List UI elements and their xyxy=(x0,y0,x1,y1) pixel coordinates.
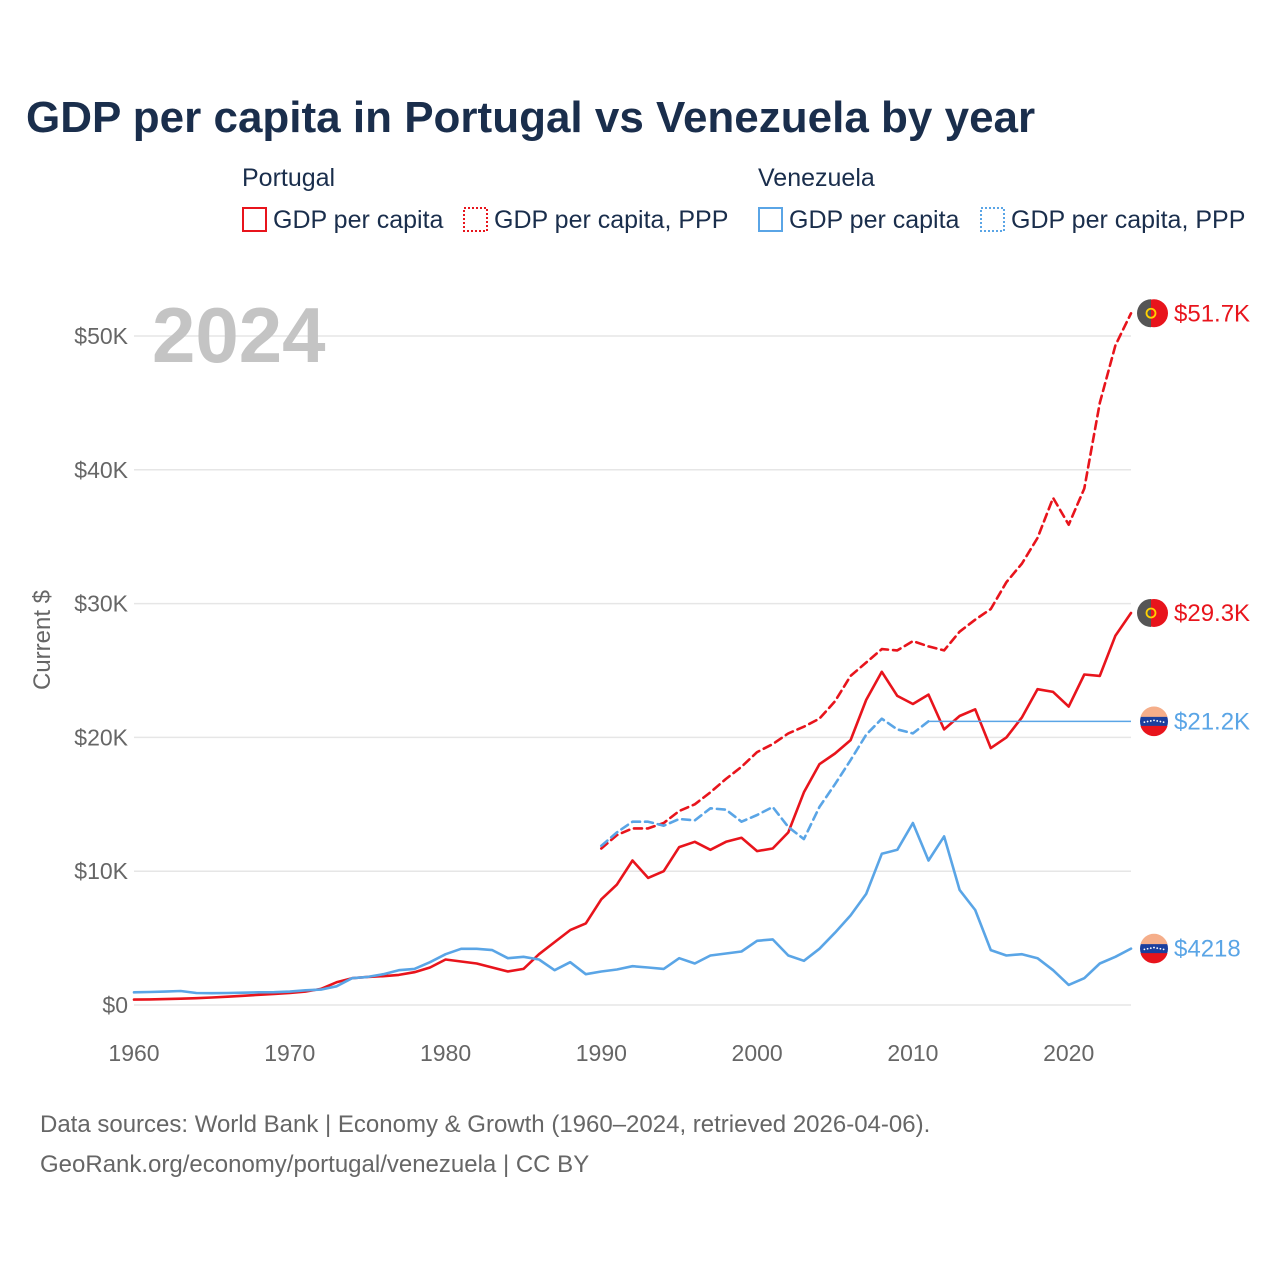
series-line-3[interactable] xyxy=(599,717,930,848)
portugal-flag-icon-green xyxy=(1137,598,1151,627)
legend-swatch-venezuela-ppp[interactable] xyxy=(980,207,1005,232)
end-markers: $29.3K $51.7K $4218 $21.2K xyxy=(1137,299,1250,964)
legend: Portugal GDP per capita GDP per capita, … xyxy=(242,164,1245,234)
x-tick-label: 1990 xyxy=(576,1040,627,1066)
y-axis: $0 $10K $20K $30K $40K $50K xyxy=(74,323,128,1018)
x-tick-label: 1970 xyxy=(264,1040,315,1066)
footer-sources: Data sources: World Bank | Economy & Gro… xyxy=(40,1111,930,1138)
chart-title: GDP per capita in Portugal vs Venezuela … xyxy=(26,93,1035,142)
series-line-0[interactable] xyxy=(132,611,1133,1001)
y-tick-label: $10K xyxy=(74,858,128,884)
y-axis-title: Current $ xyxy=(29,590,56,690)
legend-swatch-portugal-ppp[interactable] xyxy=(463,207,488,232)
grid-lines xyxy=(134,335,1131,1006)
legend-group-portugal: Portugal xyxy=(242,164,335,192)
series-line-1[interactable] xyxy=(599,311,1133,850)
venezuela-flag-star xyxy=(1146,720,1149,723)
venezuela-flag-star xyxy=(1159,720,1162,723)
venezuela-flag-star xyxy=(1149,947,1152,950)
venezuela-flag-star xyxy=(1146,947,1149,950)
venezuela-flag-icon-red xyxy=(1140,725,1168,737)
end-value-label: $4218 xyxy=(1174,936,1241,963)
y-tick-label: $50K xyxy=(74,323,128,349)
x-tick-label: 1960 xyxy=(108,1040,159,1066)
venezuela-flag-star xyxy=(1143,721,1146,724)
end-value-label: $29.3K xyxy=(1174,600,1250,627)
venezuela-flag-star xyxy=(1156,947,1159,950)
legend-swatch-venezuela-gdp[interactable] xyxy=(758,207,783,232)
series-line-2[interactable] xyxy=(132,821,1133,995)
portugal-flag-icon-sphere xyxy=(1145,307,1157,319)
x-tick-label: 2020 xyxy=(1043,1040,1094,1066)
venezuela-flag-star xyxy=(1149,720,1152,722)
legend-label-venezuela-ppp[interactable]: GDP per capita, PPP xyxy=(1011,206,1245,234)
y-tick-label: $40K xyxy=(74,457,128,483)
venezuela-flag-star xyxy=(1143,948,1146,951)
legend-label-venezuela-gdp[interactable]: GDP per capita xyxy=(789,206,960,234)
x-tick-label: 1980 xyxy=(420,1040,471,1066)
venezuela-flag-star xyxy=(1153,719,1155,722)
legend-label-portugal-ppp[interactable]: GDP per capita, PPP xyxy=(494,206,728,234)
legend-label-portugal-gdp[interactable]: GDP per capita xyxy=(273,206,444,234)
venezuela-flag-star xyxy=(1156,720,1159,722)
venezuela-flag-star xyxy=(1162,721,1165,724)
venezuela-flag-icon-yellow xyxy=(1140,933,1168,945)
venezuela-flag-star xyxy=(1153,946,1155,949)
x-tick-label: 2010 xyxy=(887,1040,938,1066)
footer-link[interactable]: GeoRank.org/economy/portugal/venezuela |… xyxy=(40,1151,589,1178)
legend-swatch-portugal-gdp[interactable] xyxy=(242,207,267,232)
end-value-label: $51.7K xyxy=(1174,300,1250,327)
series-lines xyxy=(132,311,1133,1001)
venezuela-flag-icon-red xyxy=(1140,953,1168,964)
y-tick-label: $0 xyxy=(102,992,128,1018)
year-stamp: 2024 xyxy=(152,291,326,379)
venezuela-flag-icon-yellow xyxy=(1140,706,1168,717)
x-tick-label: 2000 xyxy=(732,1040,783,1066)
y-tick-label: $20K xyxy=(74,724,128,750)
x-axis: 1960 1970 1980 1990 2000 2010 2020 xyxy=(108,1040,1094,1066)
legend-group-venezuela: Venezuela xyxy=(758,164,875,192)
end-value-label: $21.2K xyxy=(1174,708,1250,735)
venezuela-flag-star xyxy=(1162,948,1165,951)
portugal-flag-icon-green xyxy=(1137,299,1151,328)
portugal-flag-icon-sphere xyxy=(1145,607,1157,619)
y-tick-label: $30K xyxy=(74,591,128,617)
venezuela-flag-star xyxy=(1159,947,1162,950)
